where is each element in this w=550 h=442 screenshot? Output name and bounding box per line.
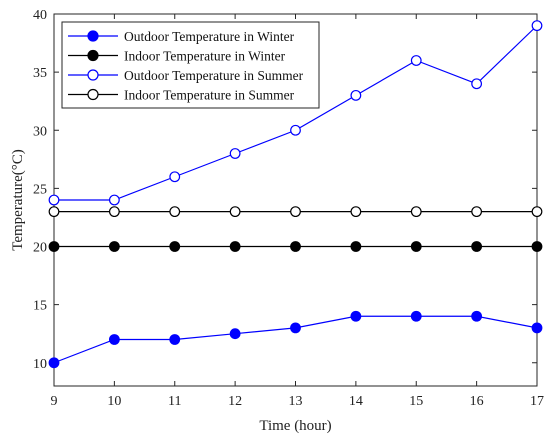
x-tick-label: 11 xyxy=(168,394,181,409)
x-tick-label: 17 xyxy=(530,394,544,409)
legend: Outdoor Temperature in Winter Indoor Temp… xyxy=(61,21,320,109)
legend-item: Outdoor Temperature in Summer xyxy=(68,68,304,83)
x-tick-label: 13 xyxy=(289,394,303,409)
legend-label: Indoor Temperature in Summer xyxy=(124,88,295,103)
y-tick-label: 25 xyxy=(33,182,47,197)
data-point xyxy=(108,241,120,252)
data-point xyxy=(471,78,483,90)
y-tick-label: 20 xyxy=(33,241,47,256)
x-tick-label: 16 xyxy=(470,394,484,409)
legend-marker xyxy=(87,88,99,101)
data-point xyxy=(410,55,422,66)
data-point xyxy=(471,310,483,322)
y-tick-label: 40 xyxy=(33,8,47,23)
data-point xyxy=(229,148,241,159)
data-point xyxy=(229,241,241,252)
data-point xyxy=(48,357,60,369)
data-point xyxy=(290,241,301,252)
x-tick-label: 15 xyxy=(409,394,423,409)
x-tick-label: 10 xyxy=(107,394,121,409)
data-point xyxy=(229,328,241,340)
data-point xyxy=(48,206,60,218)
legend-item: Outdoor Temperature in Winter xyxy=(68,29,295,44)
legend-label: Indoor Temperature in Winter xyxy=(124,49,286,64)
legend-item: Indoor Temperature in Summer xyxy=(68,88,295,103)
data-point xyxy=(108,194,120,206)
data-point xyxy=(350,310,362,322)
data-point xyxy=(169,334,181,345)
series-group xyxy=(48,20,543,369)
data-point xyxy=(350,241,362,252)
data-point xyxy=(48,241,60,252)
legend-marker xyxy=(87,30,99,42)
x-tick-label: 9 xyxy=(51,394,58,409)
data-point xyxy=(410,310,422,322)
series-2 xyxy=(48,241,543,252)
x-tick-label: 12 xyxy=(228,394,242,409)
data-point xyxy=(531,20,543,32)
data-point xyxy=(531,241,543,252)
data-point xyxy=(471,206,483,218)
data-point xyxy=(108,206,120,218)
data-point xyxy=(410,241,422,252)
data-point xyxy=(290,124,301,136)
data-point xyxy=(531,206,543,218)
series-3 xyxy=(48,20,543,206)
data-point xyxy=(290,322,301,334)
data-point xyxy=(169,171,181,183)
data-point xyxy=(531,322,543,334)
data-point xyxy=(48,194,60,206)
series-4 xyxy=(48,206,543,218)
x-axis-label: Time (hour) xyxy=(259,418,331,434)
y-tick-labels: 10 15 20 25 30 35 40 xyxy=(33,8,47,372)
y-axis-label: Temperature(°C) xyxy=(10,149,26,251)
y-tick-label: 35 xyxy=(33,66,47,81)
series-1 xyxy=(48,310,543,369)
data-point xyxy=(169,241,181,252)
data-point xyxy=(169,206,181,218)
data-point xyxy=(350,89,362,101)
data-point xyxy=(410,206,422,218)
legend-label: Outdoor Temperature in Summer xyxy=(124,68,304,83)
data-point xyxy=(350,206,362,218)
y-tick-label: 15 xyxy=(33,299,47,314)
legend-marker xyxy=(87,49,99,62)
legend-label: Outdoor Temperature in Winter xyxy=(124,29,295,44)
data-point xyxy=(108,334,120,345)
legend-marker xyxy=(87,69,99,81)
data-point xyxy=(290,206,301,218)
x-tick-labels: 9 10 11 12 13 14 15 16 17 xyxy=(51,394,545,409)
x-tick-label: 14 xyxy=(349,394,363,409)
y-tick-label: 10 xyxy=(33,357,47,372)
y-tick-label: 30 xyxy=(33,124,47,139)
legend-item: Indoor Temperature in Winter xyxy=(68,49,286,64)
data-point xyxy=(471,241,483,252)
data-point xyxy=(229,206,241,218)
